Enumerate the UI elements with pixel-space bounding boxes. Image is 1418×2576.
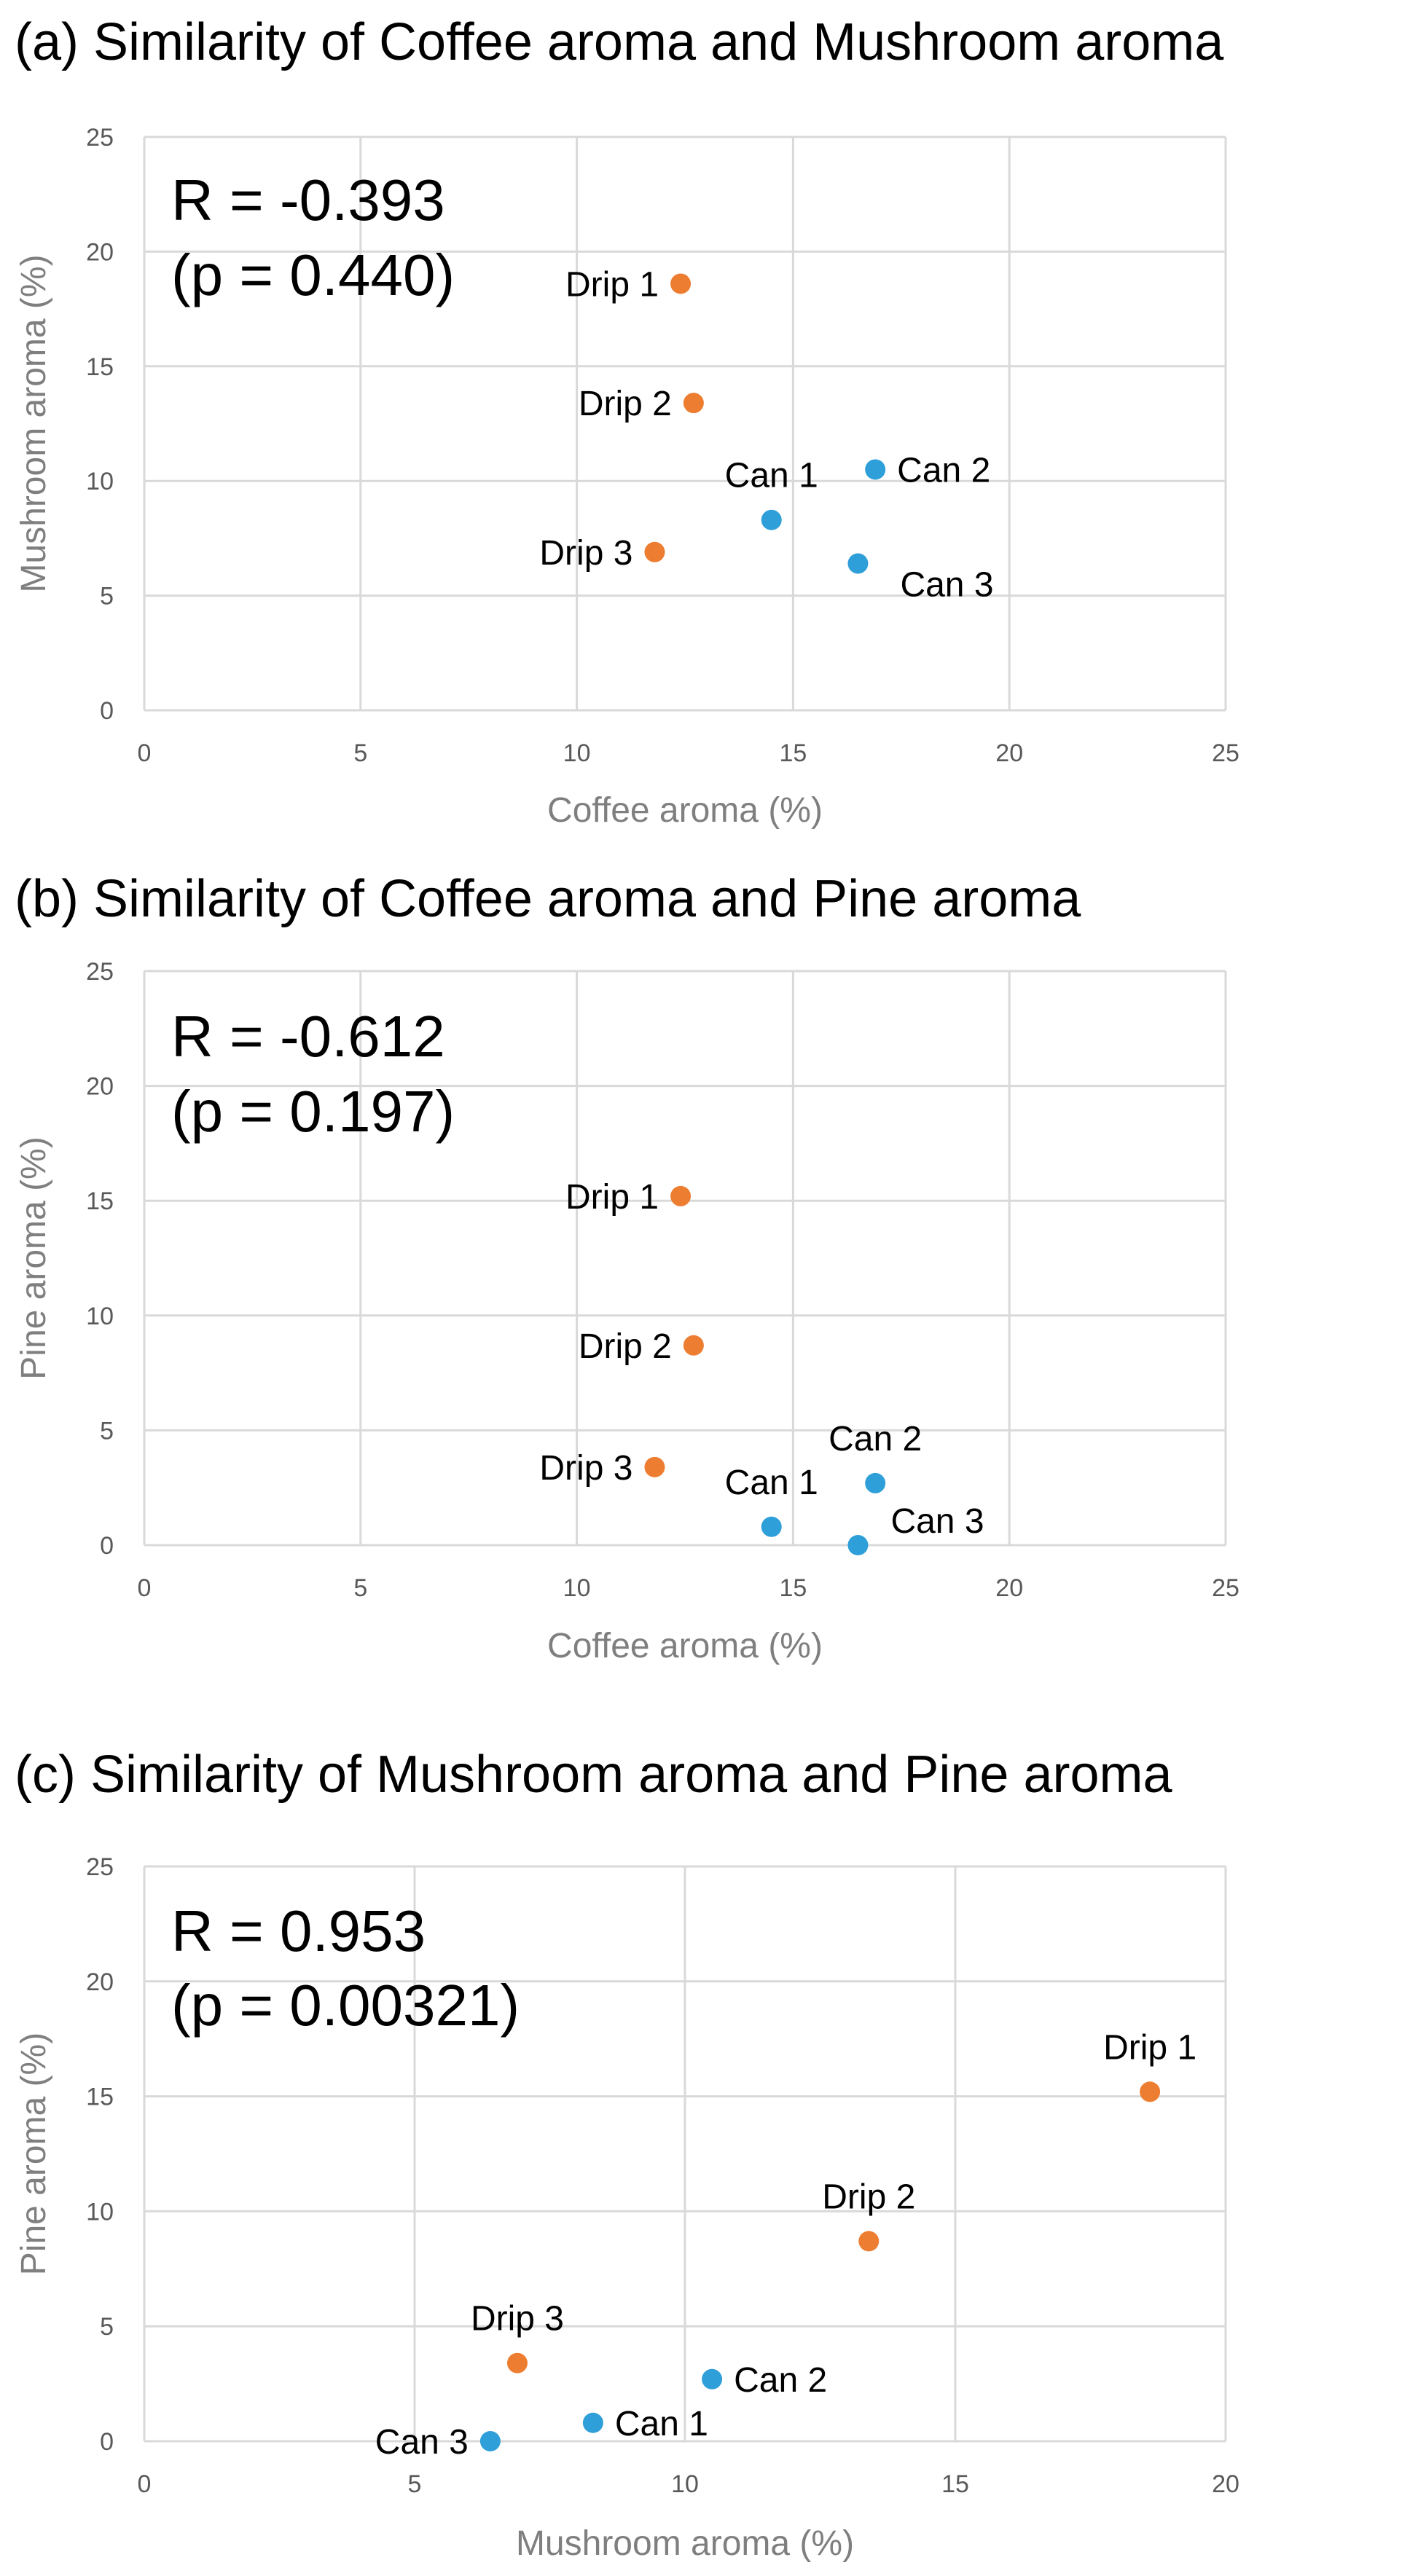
y-tick-label: 15	[86, 2084, 114, 2111]
chart-title: (c) Similarity of Mushroom aroma and Pin…	[15, 1746, 1172, 1804]
data-point-drip-3	[644, 1456, 665, 1477]
chart-panel-1: (a) Similarity of Coffee aroma and Mushr…	[15, 13, 1239, 830]
point-label: Can 2	[734, 2361, 827, 2400]
point-label: Can 3	[890, 1502, 984, 1541]
y-tick-label: 20	[86, 1968, 114, 1996]
x-axis-title: Mushroom aroma (%)	[516, 2524, 854, 2563]
chart-panel-2: (b) Similarity of Coffee aroma and Pine …	[15, 870, 1239, 1665]
data-point-drip-1	[1140, 2081, 1161, 2102]
x-tick-label: 10	[563, 739, 591, 767]
chart-title: (b) Similarity of Coffee aroma and Pine …	[15, 870, 1081, 928]
y-tick-label: 25	[86, 1853, 114, 1881]
point-label: Can 3	[375, 2423, 469, 2462]
point-label: Can 1	[615, 2405, 708, 2443]
point-label: Drip 3	[539, 1449, 632, 1488]
x-tick-label: 20	[995, 1574, 1023, 1602]
y-tick-label: 10	[86, 1303, 114, 1330]
correlation-p: (p = 0.440)	[171, 243, 455, 307]
data-point-can-3	[847, 1535, 869, 1555]
point-label: Drip 3	[471, 2300, 564, 2339]
x-tick-label: 20	[995, 739, 1023, 767]
point-label: Can 2	[829, 1420, 922, 1458]
y-tick-label: 10	[86, 2198, 114, 2226]
y-tick-label: 15	[86, 1187, 114, 1215]
point-label: Drip 1	[565, 265, 659, 304]
y-tick-label: 20	[86, 1073, 114, 1101]
y-tick-label: 15	[86, 353, 114, 381]
x-tick-label: 20	[1212, 2470, 1239, 2498]
point-label: Drip 1	[1103, 2028, 1196, 2067]
y-tick-label: 10	[86, 468, 114, 495]
point-label: Drip 2	[579, 1327, 672, 1366]
data-point-can-1	[582, 2412, 603, 2433]
data-point-can-1	[761, 509, 782, 530]
x-tick-label: 5	[408, 2470, 422, 2498]
x-tick-label: 0	[138, 2470, 152, 2498]
y-tick-label: 0	[100, 697, 114, 725]
chart-title: (a) Similarity of Coffee aroma and Mushr…	[15, 13, 1224, 71]
y-tick-label: 5	[100, 583, 114, 610]
x-tick-label: 15	[779, 1574, 807, 1602]
data-point-drip-2	[683, 1335, 704, 1356]
correlation-p: (p = 0.00321)	[171, 1973, 520, 2038]
y-tick-label: 25	[86, 124, 114, 152]
y-axis-title: Mushroom aroma (%)	[15, 254, 53, 592]
correlation-r: R = 0.953	[171, 1898, 426, 1963]
x-tick-label: 25	[1212, 1574, 1239, 1602]
correlation-r: R = -0.612	[171, 1004, 445, 1069]
x-tick-label: 15	[941, 2470, 969, 2498]
data-point-drip-3	[644, 541, 665, 562]
chart-panel-3: (c) Similarity of Mushroom aroma and Pin…	[15, 1746, 1239, 2563]
data-point-can-3	[847, 553, 869, 574]
point-label: Can 1	[725, 1464, 818, 1502]
y-tick-label: 25	[86, 958, 114, 986]
y-tick-label: 20	[86, 238, 114, 266]
point-label: Drip 1	[565, 1178, 659, 1217]
x-tick-label: 5	[353, 1574, 367, 1602]
data-point-drip-2	[683, 393, 704, 414]
x-axis-title: Coffee aroma (%)	[547, 1627, 823, 1665]
data-point-drip-1	[670, 1185, 692, 1206]
y-tick-label: 0	[100, 2428, 114, 2456]
x-tick-label: 10	[671, 2470, 699, 2498]
point-label: Can 3	[900, 566, 993, 605]
point-label: Drip 2	[822, 2178, 915, 2216]
point-label: Can 2	[897, 451, 990, 490]
data-point-can-3	[479, 2431, 501, 2451]
point-label: Drip 3	[539, 534, 632, 573]
data-point-drip-3	[506, 2352, 528, 2373]
x-tick-label: 15	[779, 739, 807, 767]
x-tick-label: 0	[138, 1574, 152, 1602]
data-point-drip-2	[858, 2231, 880, 2252]
data-point-can-2	[865, 459, 886, 480]
point-label: Drip 2	[579, 385, 672, 423]
x-tick-label: 10	[563, 1574, 591, 1602]
data-point-drip-1	[670, 273, 692, 294]
x-tick-label: 5	[353, 739, 367, 767]
data-point-can-1	[761, 1516, 782, 1537]
y-tick-label: 5	[100, 1417, 114, 1445]
correlation-p: (p = 0.197)	[171, 1079, 455, 1144]
data-point-can-2	[865, 1472, 886, 1493]
x-tick-label: 25	[1212, 739, 1239, 767]
data-point-can-2	[702, 2368, 723, 2390]
y-axis-title: Pine aroma (%)	[15, 1136, 53, 1379]
y-tick-label: 5	[100, 2313, 114, 2341]
x-tick-label: 0	[138, 739, 152, 767]
correlation-r: R = -0.393	[171, 168, 445, 232]
y-tick-label: 0	[100, 1532, 114, 1560]
point-label: Can 1	[725, 457, 818, 495]
x-axis-title: Coffee aroma (%)	[547, 791, 823, 830]
y-axis-title: Pine aroma (%)	[15, 2033, 53, 2275]
